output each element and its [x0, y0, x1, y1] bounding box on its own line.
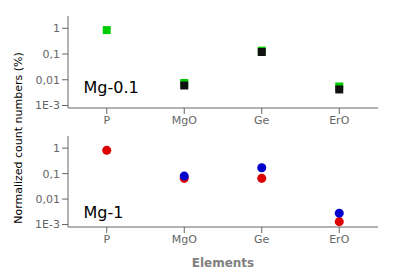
svg-text:MgO: MgO — [172, 114, 197, 127]
svg-text:Ge: Ge — [254, 233, 270, 246]
svg-text:ErO: ErO — [329, 114, 349, 127]
svg-text:0,1: 0,1 — [43, 48, 61, 61]
svg-text:1: 1 — [53, 22, 60, 35]
svg-text:MgO: MgO — [172, 233, 197, 246]
html-text:Mg-1: Mg-1 — [83, 202, 124, 222]
svg-text:Elements: Elements — [192, 256, 255, 267]
html-text:Normalized count numbers (%): Normalized count numbers (%) — [11, 51, 25, 224]
svg-text:0,01: 0,01 — [36, 74, 61, 87]
svg-text:P: P — [103, 114, 110, 127]
svg-text:Ge: Ge — [254, 114, 270, 127]
svg-text:P: P — [103, 233, 110, 246]
svg-text:1E-3: 1E-3 — [35, 99, 60, 112]
svg-text:0,1: 0,1 — [43, 168, 61, 181]
svg-text:ErO: ErO — [329, 233, 349, 246]
svg-text:1: 1 — [53, 142, 60, 155]
html-text:Mg-0.1: Mg-0.1 — [83, 78, 139, 97]
svg-text:1E-3: 1E-3 — [35, 218, 60, 231]
svg-text:0,01: 0,01 — [36, 193, 61, 206]
